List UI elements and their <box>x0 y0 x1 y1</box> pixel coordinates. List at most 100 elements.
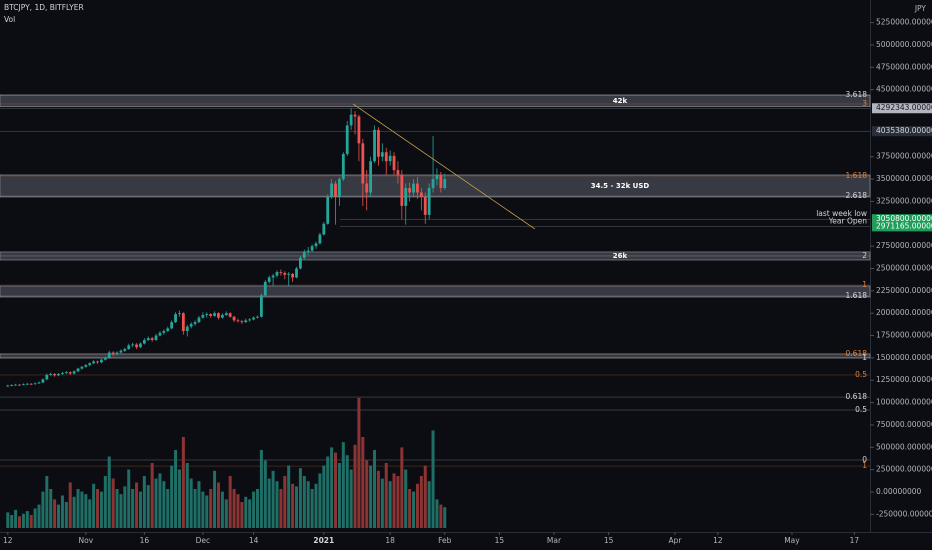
candle-body <box>263 281 267 296</box>
candle-body <box>240 321 244 323</box>
candle-body <box>256 316 259 318</box>
x-tick-label: 12 <box>713 536 723 545</box>
volume-bar <box>337 463 341 528</box>
volume-bar <box>18 516 22 528</box>
candle-body <box>330 183 334 197</box>
fib-label: 3 <box>862 99 867 108</box>
volume-bar <box>181 437 185 528</box>
candle-body <box>127 345 131 349</box>
candle-body <box>314 243 318 247</box>
candle-body <box>423 196 427 215</box>
volume-bar <box>228 476 232 528</box>
x-tick-label: 18 <box>385 536 395 545</box>
candle-body <box>146 338 150 341</box>
candle-body <box>111 352 115 355</box>
y-tick-label: 500000.00000000 <box>876 442 932 451</box>
x-tick-label: May <box>784 536 800 545</box>
volume-bar <box>263 460 267 528</box>
candle-body <box>275 272 279 276</box>
price-badge <box>872 103 932 114</box>
candle-body <box>142 340 146 344</box>
candle-body <box>435 174 439 180</box>
volume-bar <box>380 478 384 528</box>
x-tick-label: Mar <box>547 536 562 545</box>
volume-bar <box>232 489 236 528</box>
candle-body <box>244 320 248 323</box>
candle-body <box>310 246 314 251</box>
volume-bar <box>135 482 139 528</box>
price-badge-label: 4035380.00000000 <box>876 126 932 135</box>
candle-body <box>322 223 326 235</box>
volume-bar <box>369 465 373 528</box>
y-tick-label: 4500000.00000000 <box>876 85 932 94</box>
volume-bar <box>404 469 408 528</box>
volume-bar <box>33 508 37 528</box>
price-badge <box>872 221 932 232</box>
candle-body <box>193 322 197 324</box>
trendline <box>352 103 536 230</box>
fib-label: 3.618 <box>846 90 868 99</box>
candle-body <box>369 161 373 193</box>
candle-body <box>197 317 201 323</box>
volume-label: Vol <box>4 15 15 24</box>
candle-body <box>80 366 84 369</box>
candle-body <box>107 352 111 358</box>
volume-bar <box>423 465 427 528</box>
volume-bar <box>396 476 400 528</box>
chart-title: BTCJPY, 1D, BITFLYER <box>4 3 84 12</box>
volume-bar <box>107 456 111 528</box>
volume-bar <box>310 489 314 528</box>
candle-body <box>338 179 341 197</box>
candle-body <box>283 272 287 275</box>
price-badge <box>872 214 932 225</box>
candle-body <box>84 365 88 367</box>
price-note: Year Open <box>828 216 868 225</box>
volume-bar <box>146 485 150 528</box>
candle-body <box>345 125 349 155</box>
volume-bar <box>353 444 357 528</box>
y-tick-label: 1250000.00000000 <box>876 375 932 384</box>
fib-label: 1 <box>862 280 867 289</box>
candle-body <box>170 322 174 329</box>
volume-bar <box>314 483 318 528</box>
price-badge-label: 2971165.00000000 <box>876 221 932 230</box>
volume-bar <box>224 499 228 528</box>
axis-unit: JPY <box>914 4 927 13</box>
volume-bar <box>412 491 416 528</box>
volume-bar <box>76 489 80 528</box>
candle-body <box>373 129 376 162</box>
volume-bar <box>154 478 158 528</box>
candle-body <box>14 384 18 386</box>
candle-body <box>365 183 369 193</box>
volume-bar <box>392 473 396 528</box>
candle-body <box>96 361 99 363</box>
volume-bar <box>435 499 439 528</box>
fib-label: 0.618 <box>846 392 868 401</box>
candle-body <box>57 373 60 376</box>
fib-label: 0.5 <box>855 405 867 414</box>
candle-body <box>416 183 419 193</box>
volume-bar <box>373 450 377 528</box>
candle-body <box>205 314 209 315</box>
candle-body <box>361 143 365 184</box>
candle-body <box>135 344 138 348</box>
candle-body <box>259 295 263 317</box>
volume-bar <box>123 486 127 528</box>
candle-body <box>396 170 400 175</box>
candle-body <box>53 373 57 376</box>
candle-body <box>10 385 14 386</box>
volume-bar <box>259 450 263 528</box>
volume-bar <box>287 465 291 528</box>
volume-bar <box>115 489 119 528</box>
volume-bar <box>330 447 334 528</box>
candle-body <box>252 317 255 320</box>
volume-bar <box>21 513 25 528</box>
volume-bar <box>322 465 326 528</box>
volume-bar <box>318 473 322 528</box>
volume-bar <box>419 476 423 528</box>
volume-bar <box>111 478 115 528</box>
candle-body <box>392 155 396 171</box>
candle-body <box>174 314 177 323</box>
candle-body <box>76 368 80 372</box>
